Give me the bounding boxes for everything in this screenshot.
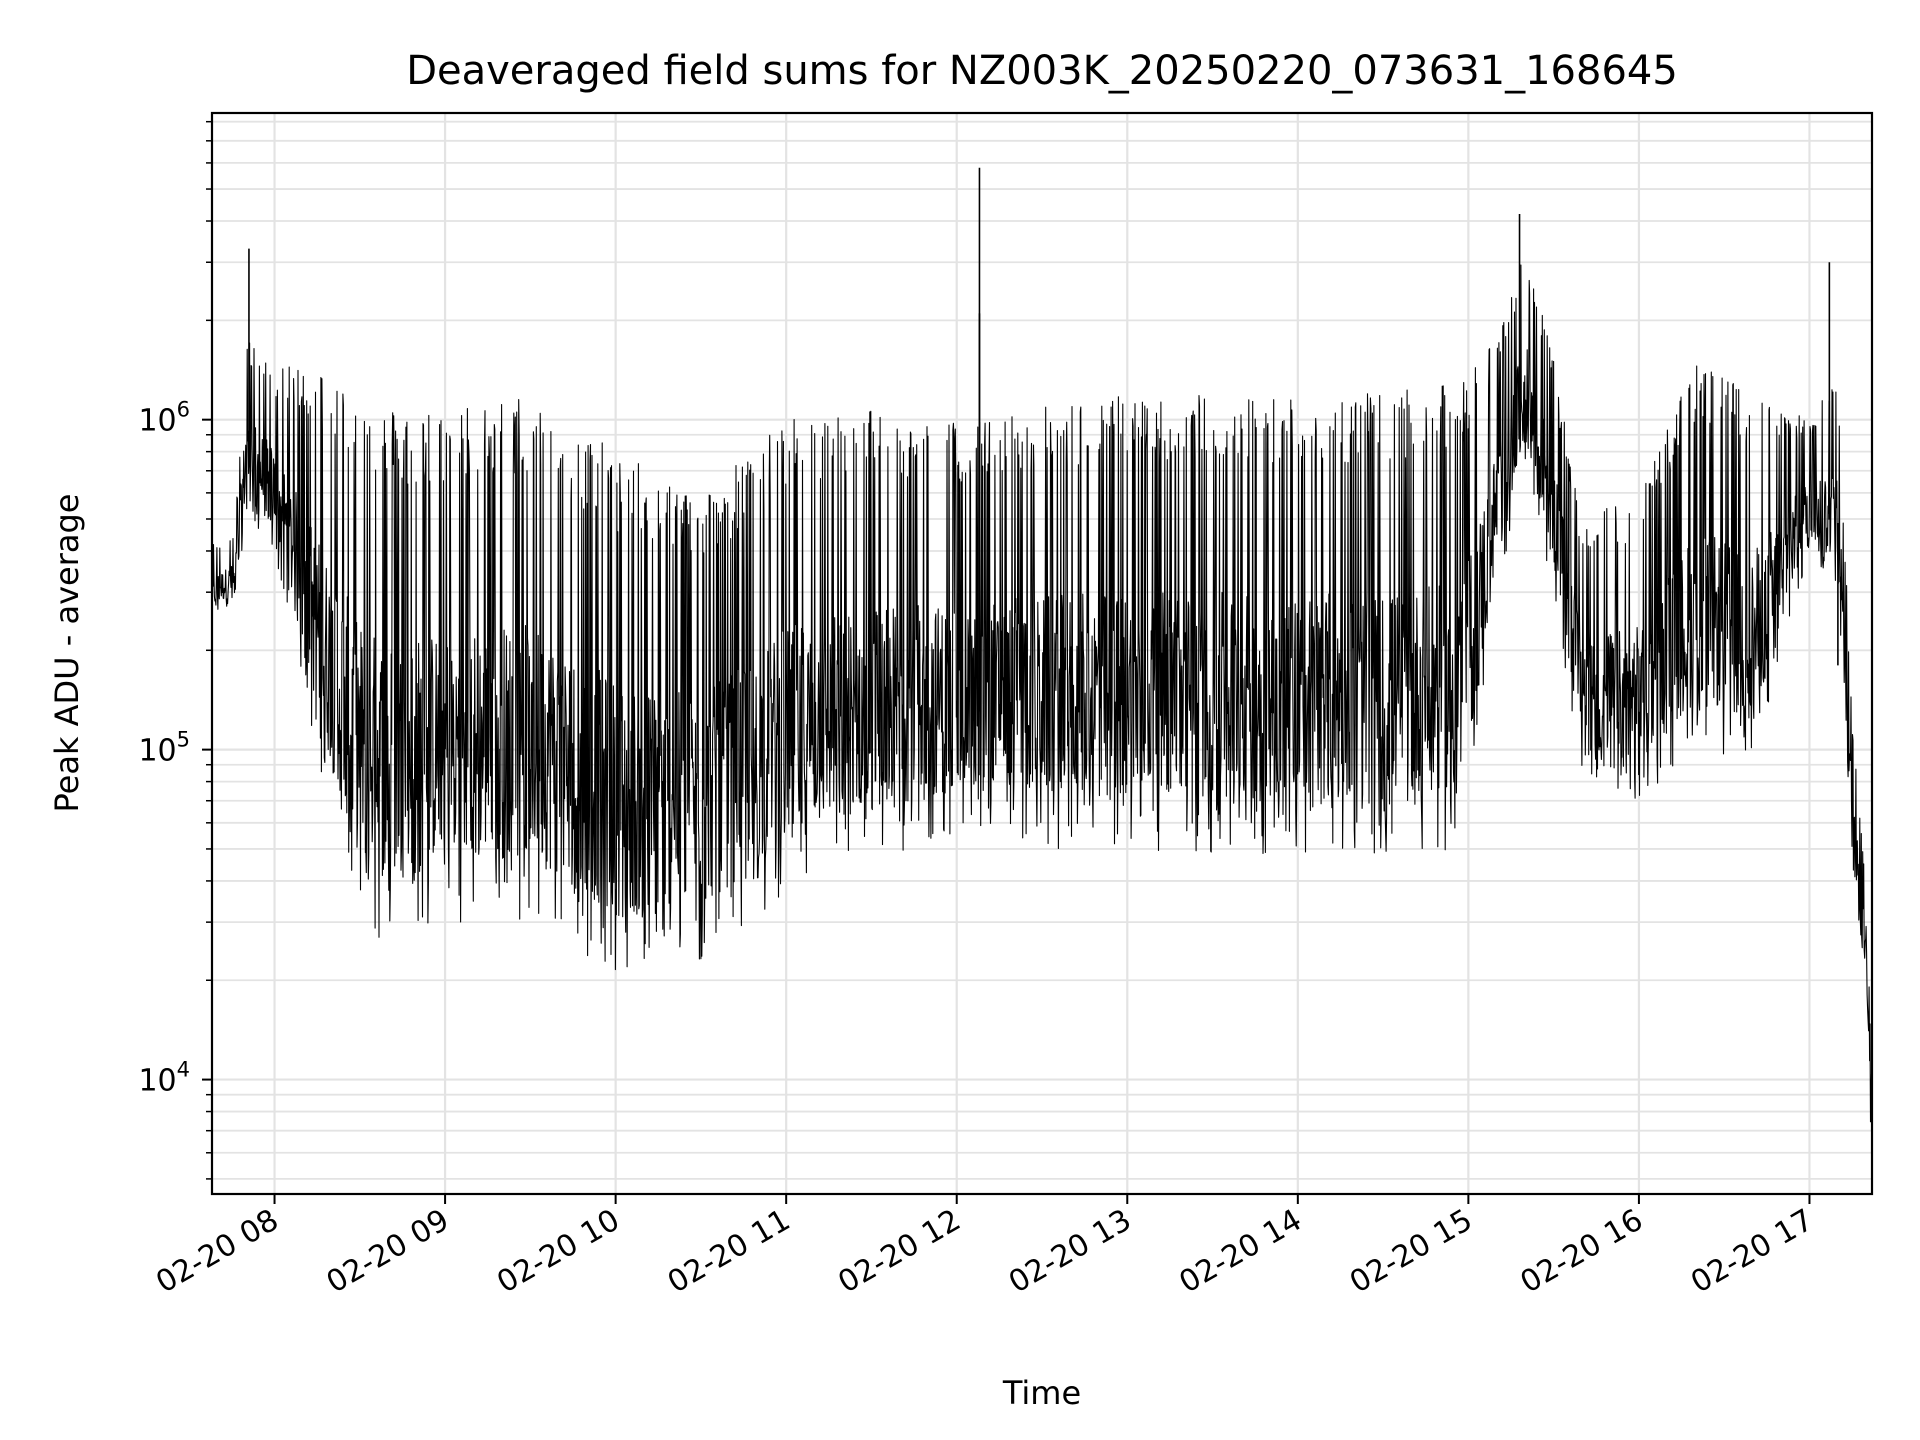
y-axis-title: Peak ADU - average [48,494,86,813]
chart-title: Deaveraged field sums for NZ003K_2025022… [406,48,1678,94]
series-line [211,264,1873,1146]
y-tick-label: 105 [138,728,190,769]
x-axis-title: Time [1002,1374,1081,1412]
y-tick-label: 104 [138,1058,190,1099]
plot-frame [210,111,1874,1196]
series-layer [211,167,1873,1146]
y-tick-label: 106 [138,398,190,439]
